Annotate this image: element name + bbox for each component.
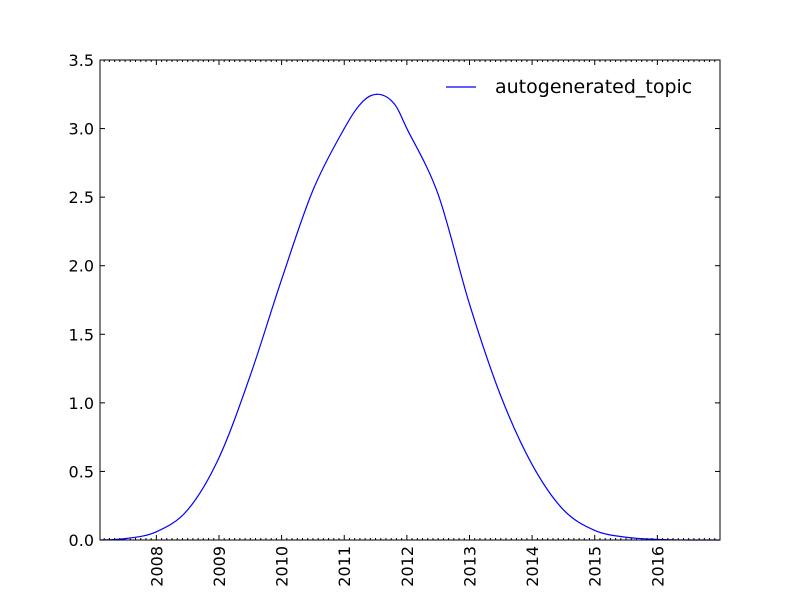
series-line-0 [99, 93, 720, 541]
y-tick-label: 0.5 [69, 462, 94, 481]
y-tick-label: 3.0 [69, 120, 94, 139]
y-tick-label: 3.5 [69, 51, 94, 70]
y-tick-label: 2.0 [69, 257, 94, 276]
x-tick-label: 2016 [648, 546, 667, 587]
labels-layer: 2008 2009 2010 2011 2012 2013 2014 2015 2016 0.0 0… [69, 51, 668, 587]
x-tick-label: 2014 [523, 546, 542, 587]
y-tick-label: 1.0 [69, 394, 94, 413]
legend-label: autogenerated_topic [495, 76, 692, 98]
y-tick-label: 0.0 [69, 531, 94, 550]
plot-frame [99, 59, 721, 541]
x-tick-label: 2009 [210, 546, 229, 587]
series-layer [99, 93, 720, 541]
legend: autogenerated_topic [446, 76, 692, 98]
y-tick-label: 1.5 [69, 325, 94, 344]
x-tick-label: 2013 [460, 546, 479, 587]
x-tick-label: 2015 [586, 546, 605, 587]
y-tick-label: 2.5 [69, 188, 94, 207]
ticks-layer [100, 59, 720, 541]
x-tick-label: 2012 [398, 546, 417, 587]
x-tick-label: 2008 [147, 546, 166, 587]
x-tick-label: 2011 [335, 546, 354, 587]
x-tick-label: 2010 [273, 546, 292, 587]
